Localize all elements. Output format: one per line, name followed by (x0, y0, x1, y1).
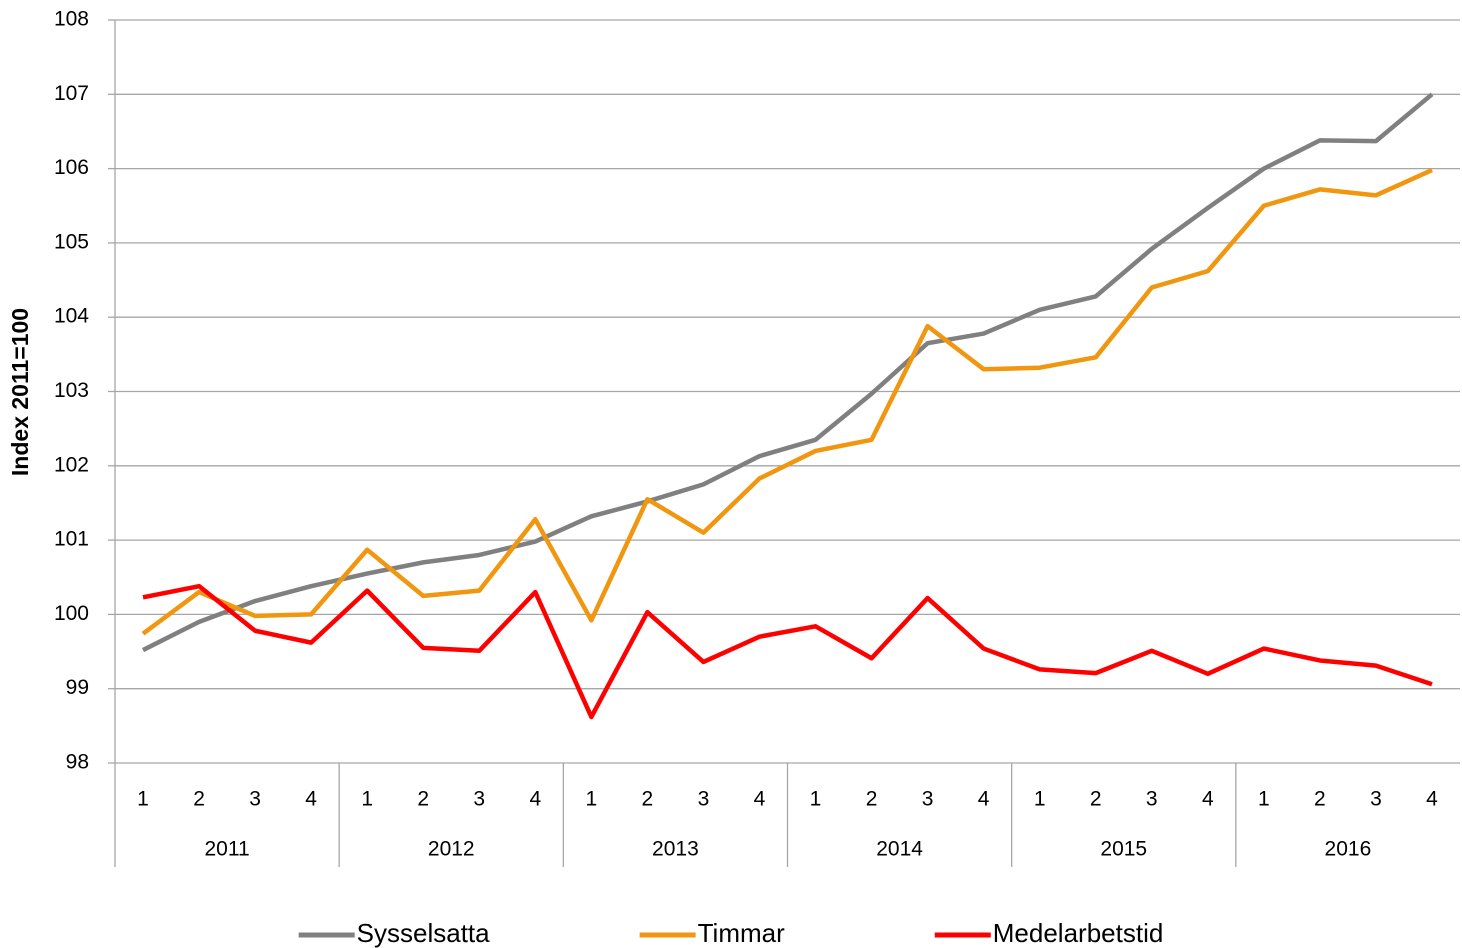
x-tick-label: 3 (698, 788, 710, 811)
x-tick-label: 1 (810, 788, 822, 811)
y-tick-label: 105 (54, 230, 89, 253)
legend-label: Timmar (698, 918, 785, 948)
x-tick-label: 3 (922, 788, 934, 811)
x-tick-label: 3 (1370, 788, 1382, 811)
series-line (141, 168, 1433, 636)
series-line (142, 583, 1433, 720)
y-tick-label: 100 (54, 602, 89, 625)
x-tick-label: 4 (978, 788, 990, 811)
x-tick-label: 2 (866, 788, 878, 811)
x-group-label: 2016 (1325, 838, 1372, 861)
x-group-label: 2015 (1100, 838, 1147, 861)
x-tick-label: 4 (529, 788, 541, 811)
x-tick-label: 4 (1426, 788, 1438, 811)
x-tick-label: 3 (473, 788, 485, 811)
x-tick-label: 1 (1258, 788, 1270, 811)
x-tick-label: 4 (305, 788, 317, 811)
series-line (142, 92, 1434, 653)
y-axis-label: Index 2011=100 (7, 308, 33, 476)
y-tick-label: 99 (66, 676, 89, 699)
x-tick-label: 2 (1314, 788, 1326, 811)
x-tick-label: 1 (361, 788, 373, 811)
x-tick-label: 2 (417, 788, 429, 811)
x-tick-label: 2 (642, 788, 654, 811)
y-tick-label: 108 (54, 8, 89, 31)
x-group-label: 2012 (428, 838, 475, 861)
y-tick-label: 98 (66, 751, 89, 774)
y-tick-label: 107 (54, 82, 89, 105)
x-tick-label: 1 (137, 788, 149, 811)
legend-label: Sysselsatta (357, 918, 490, 948)
x-tick-label: 2 (1090, 788, 1102, 811)
x-tick-label: 4 (1202, 788, 1214, 811)
x-tick-label: 4 (754, 788, 766, 811)
x-tick-label: 3 (249, 788, 261, 811)
x-tick-label: 3 (1146, 788, 1158, 811)
x-group-label: 2014 (876, 838, 923, 861)
x-tick-label: 1 (586, 788, 598, 811)
y-tick-label: 106 (54, 156, 89, 179)
x-group-label: 2013 (652, 838, 699, 861)
x-tick-label: 2 (193, 788, 205, 811)
y-tick-label: 103 (54, 379, 89, 402)
y-tick-label: 102 (54, 453, 89, 476)
legend-label: Medelarbetstid (993, 918, 1164, 948)
x-group-label: 2011 (204, 838, 249, 861)
y-tick-label: 101 (54, 528, 89, 551)
y-tick-label: 104 (54, 305, 89, 328)
x-tick-label: 1 (1034, 788, 1046, 811)
